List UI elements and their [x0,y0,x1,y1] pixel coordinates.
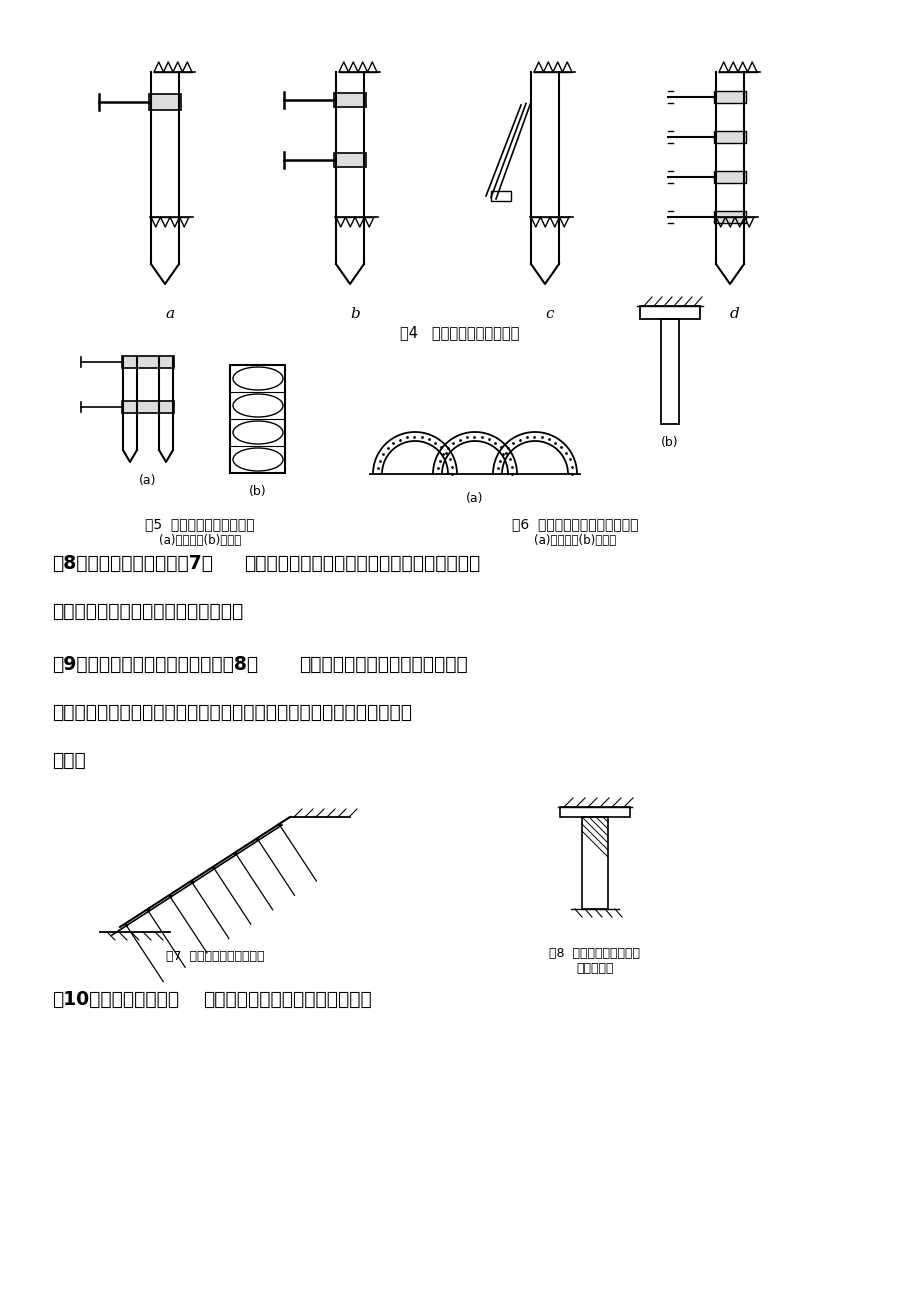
Text: 式挡墙支护深度小，往往在水泥土中插入型钢，形成加筋水泥土挡墙支护: 式挡墙支护深度小，往往在水泥土中插入型钢，形成加筋水泥土挡墙支护 [52,703,412,723]
Bar [713,171,745,184]
Text: 图8  加筋水泥土挡墙支护: 图8 加筋水泥土挡墙支护 [549,947,640,960]
Text: ，常用于土坡稳定加固，也有人将其归属于放坡: ，常用于土坡稳定加固，也有人将其归属于放坡 [244,553,480,573]
Bar [582,816,607,909]
Text: 结构示意图: 结构示意图 [575,962,613,975]
Bar [334,92,366,107]
Text: d: d [730,307,739,322]
Text: 采用沉井支护构造形成支护体系。: 采用沉井支护构造形成支护体系。 [202,990,371,1009]
Bar [122,401,174,413]
Text: 图6  拱式组合型支护结构示意图: 图6 拱式组合型支护结构示意图 [511,517,638,531]
Text: 开挖不合用于含淤泥土和流砂的土层。: 开挖不合用于含淤泥土和流砂的土层。 [52,602,243,621]
Bar [713,91,745,103]
Text: 构造。: 构造。 [52,751,85,769]
Text: 图7  喷锚网支护结构示意图: 图7 喷锚网支护结构示意图 [165,950,264,963]
Text: （9）加快水泥土挡墙支护构造（图8）: （9）加快水泥土挡墙支护构造（图8） [52,655,258,674]
Text: (b): (b) [249,486,267,497]
Text: (a)剖面图；(b)平面图: (a)剖面图；(b)平面图 [159,534,241,547]
Text: b: b [350,307,359,322]
Bar [122,355,174,368]
Text: a: a [165,307,175,322]
Text: （10）沉井支护构造，: （10）沉井支护构造， [52,990,179,1009]
Text: (a)剖面图；(b)平面图: (a)剖面图；(b)平面图 [533,534,616,547]
Bar [231,365,285,473]
Text: （8）喷锚网支护构造（图7）: （8）喷锚网支护构造（图7） [52,553,213,573]
Bar [149,94,181,109]
Text: (b): (b) [661,436,678,449]
Bar [560,807,630,816]
Text: 图5  门架式支护结构示意图: 图5 门架式支护结构示意图 [145,517,255,531]
Text: (a): (a) [466,492,483,505]
Text: c: c [545,307,553,322]
Bar [491,191,510,201]
Bar [713,132,745,143]
Text: 图4   内撑式支护结构示意图: 图4 内撑式支护结构示意图 [400,326,519,340]
Bar [334,154,366,167]
Text: 为克服水泥抗拉强度低，水泥重力: 为克服水泥抗拉强度低，水泥重力 [299,655,467,674]
Bar [713,211,745,223]
Bar [640,306,699,319]
Text: (a): (a) [139,474,156,487]
Bar [660,319,678,424]
